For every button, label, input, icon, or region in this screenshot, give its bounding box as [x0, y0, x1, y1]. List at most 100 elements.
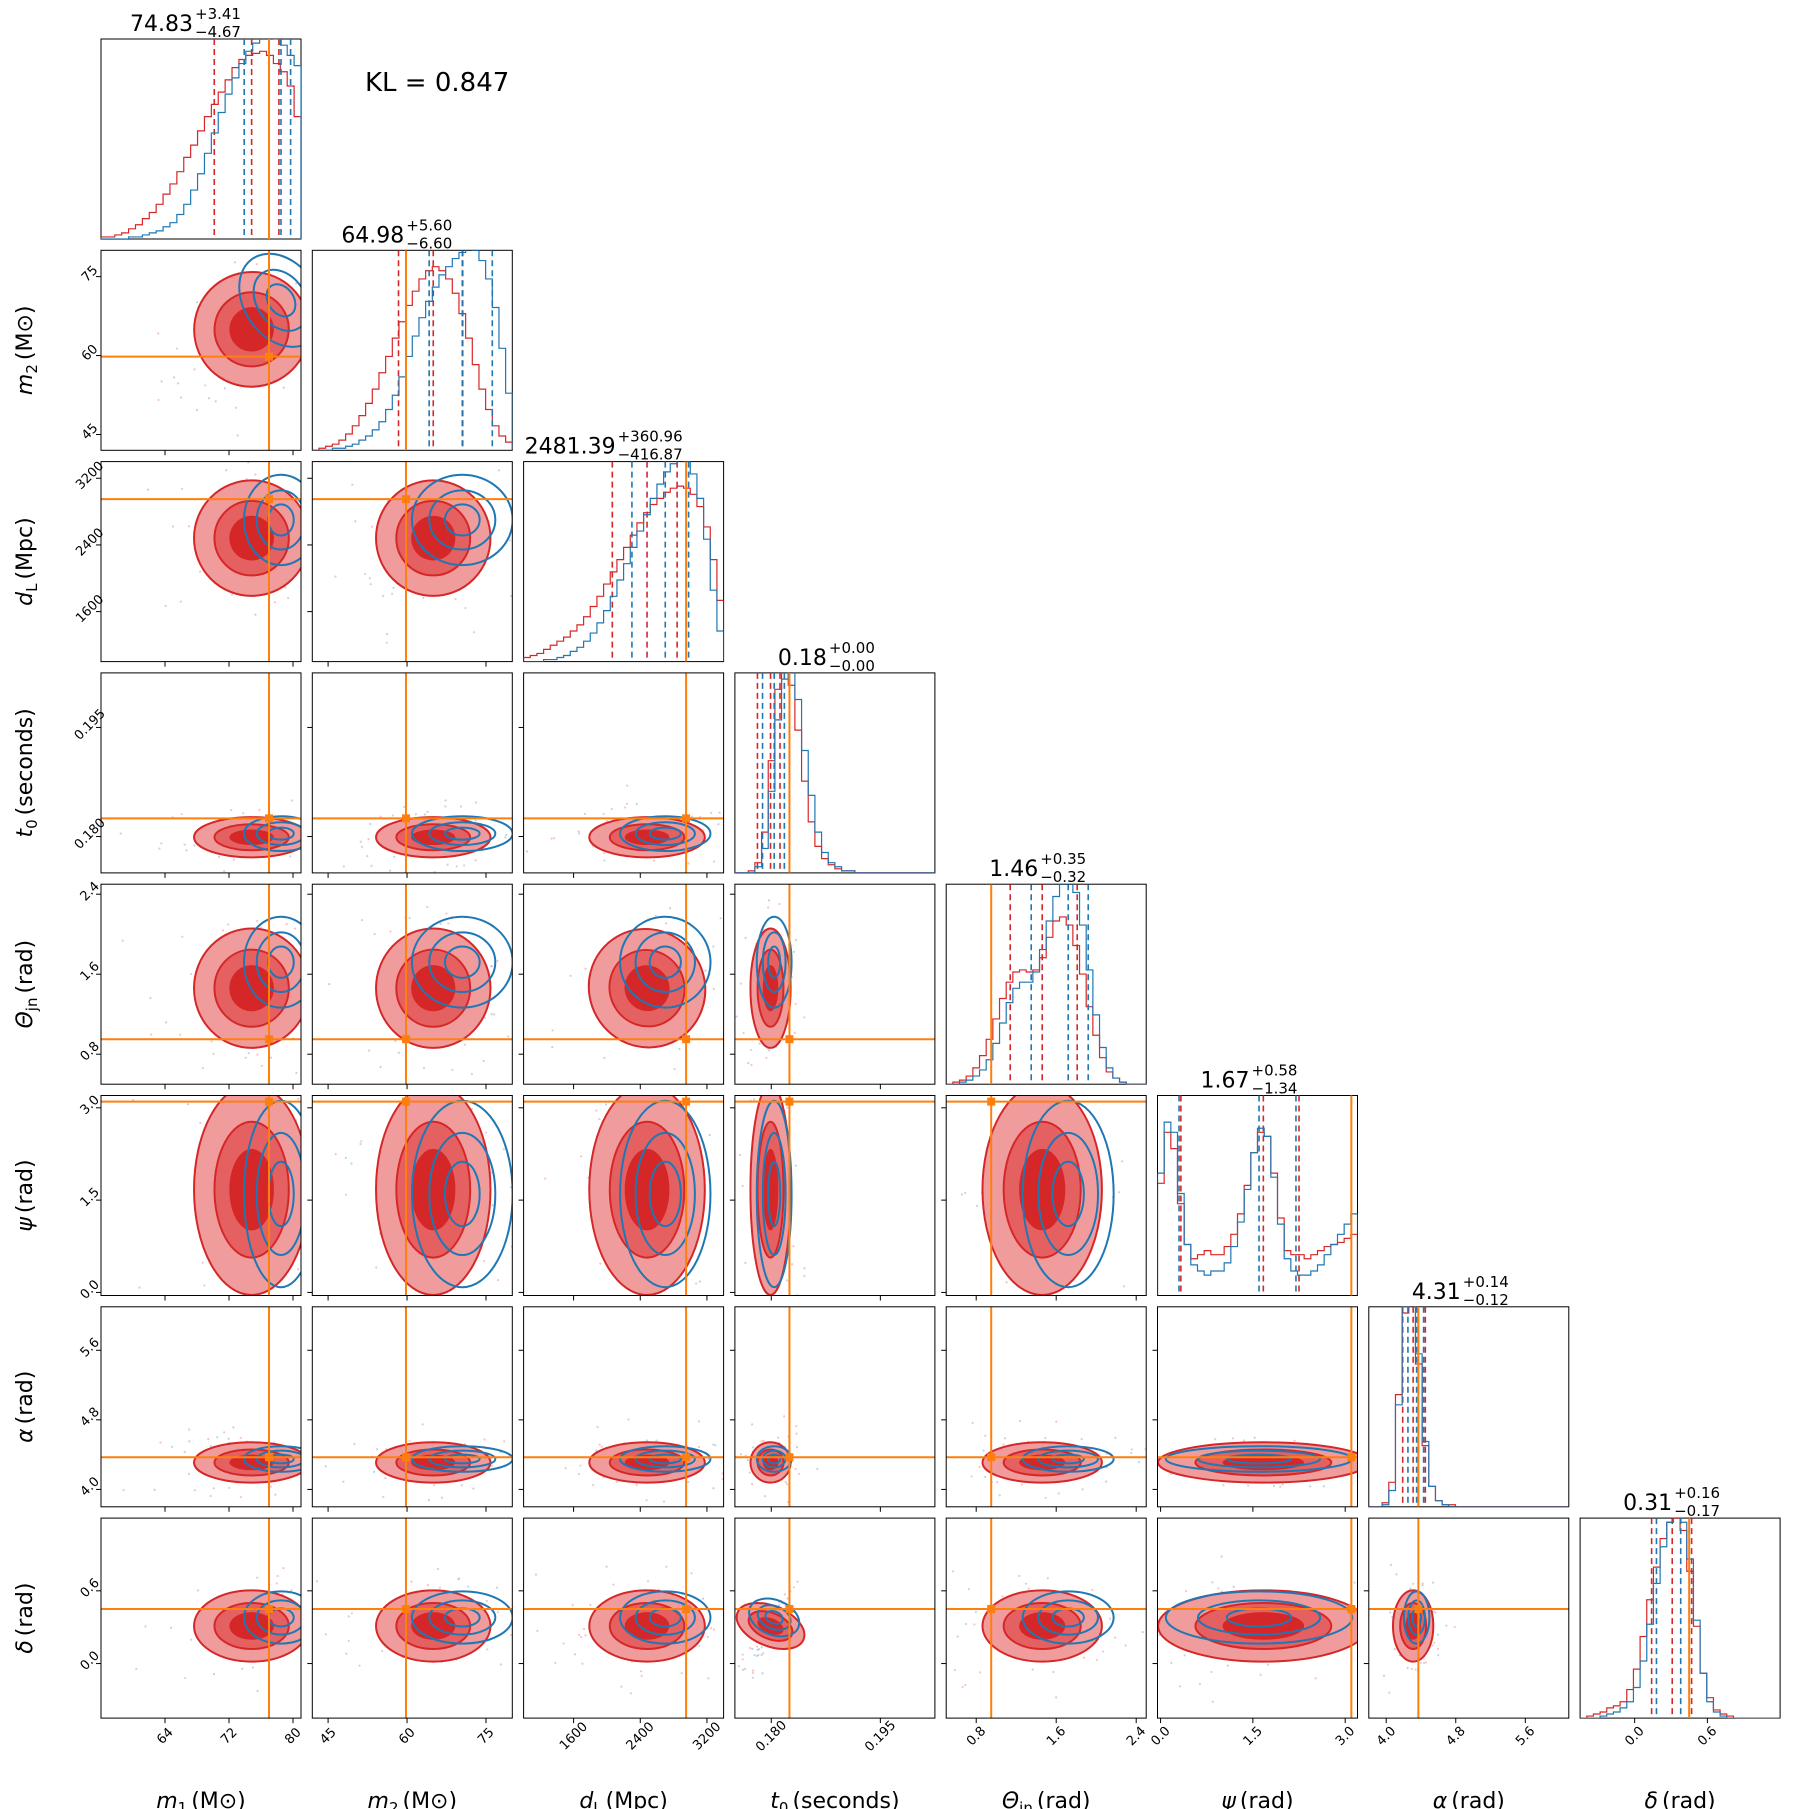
scatter-point — [164, 604, 167, 608]
scatter-point — [687, 1480, 690, 1484]
scatter-point — [360, 1140, 363, 1143]
scatter-point — [388, 869, 392, 872]
contour-series-b-level-1 — [255, 1131, 301, 1257]
scatter-point — [346, 1595, 348, 1597]
histogram-title-psi: 1.67 +0.58−1.34 — [1201, 1062, 1298, 1098]
x-axis-label-delta: δ (rad) — [1645, 1789, 1716, 1809]
x-tick-label: 75 — [475, 1725, 497, 1747]
title-median: 2481.39 — [525, 435, 616, 460]
scatter-point — [616, 1480, 619, 1483]
scatter-point — [726, 1459, 728, 1461]
scatter-point — [759, 1363, 761, 1365]
scatter-point — [181, 935, 184, 938]
scatter-point — [624, 806, 627, 809]
y-tick-label: 1.6 — [78, 959, 103, 984]
y-axis-label-alpha: α (rad) — [13, 1371, 38, 1443]
y-tick-label: 2400 — [73, 525, 107, 559]
scatter-point — [382, 1495, 385, 1498]
scatter-point — [188, 1440, 191, 1443]
scatter-point — [784, 1480, 787, 1484]
contour-series-b-level-0 — [243, 915, 301, 1009]
contour-series-b-level-2 — [767, 945, 782, 979]
scatter-point — [332, 1474, 334, 1476]
scatter-point — [426, 810, 429, 813]
scatter-point — [426, 906, 429, 909]
scatter-point — [436, 1567, 439, 1571]
scatter-point — [598, 1118, 601, 1121]
scatter-point — [707, 1677, 710, 1680]
contour-series-b-level-2 — [265, 283, 297, 318]
panel-frame — [100, 1517, 302, 1719]
scatter-point — [172, 376, 176, 379]
scatter-point — [273, 601, 276, 604]
scatter-point — [1211, 1700, 1214, 1703]
scatter-point — [323, 1040, 325, 1042]
histogram-content — [946, 884, 1147, 1085]
panel-frame — [311, 1095, 513, 1296]
title-plus: +3.41 — [195, 5, 241, 23]
scatter-point — [159, 1441, 162, 1444]
scatter-point — [602, 1055, 604, 1057]
scatter-point — [179, 600, 182, 603]
scatter-point — [629, 1692, 633, 1695]
scatter-point — [468, 1315, 470, 1317]
scatter-point — [468, 432, 470, 434]
scatter-point — [481, 1339, 483, 1341]
scatter-point — [746, 1459, 750, 1462]
scatter-point — [485, 1599, 488, 1603]
scatter-point — [750, 1483, 754, 1486]
scatter-point — [274, 1493, 277, 1496]
truth-marker — [401, 495, 410, 504]
pair-content — [734, 1518, 935, 1719]
scatter-point — [776, 1072, 778, 1074]
scatter-point — [214, 1044, 216, 1046]
scatter-point — [334, 1153, 337, 1156]
scatter-point — [214, 400, 217, 403]
scatter-point — [1115, 1443, 1117, 1445]
scatter-point — [1220, 1555, 1223, 1558]
scatter-point — [319, 470, 321, 472]
label-symbol: t — [770, 1789, 780, 1809]
scatter-point — [766, 1315, 768, 1317]
scatter-point — [343, 809, 345, 811]
scatter-point — [472, 631, 475, 634]
title-plus: +0.14 — [1463, 1273, 1509, 1291]
truth-marker — [785, 1097, 794, 1106]
scatter-point — [342, 865, 346, 868]
scatter-point — [368, 577, 371, 580]
pair-content — [312, 1306, 513, 1507]
scatter-point — [369, 1478, 371, 1480]
pair-content — [312, 1021, 513, 1341]
scatter-point — [973, 1623, 976, 1626]
x-tick-label: 3200 — [690, 1719, 724, 1753]
scatter-point — [371, 525, 374, 528]
scatter-point — [331, 1468, 333, 1470]
scatter-point — [1453, 1625, 1456, 1629]
scatter-point — [422, 1066, 426, 1070]
truth-marker — [265, 814, 273, 823]
scatter-point — [496, 959, 499, 963]
scatter-point — [687, 862, 690, 865]
scatter-point — [377, 1309, 379, 1311]
scatter-point — [255, 263, 258, 266]
scatter-point — [421, 1423, 424, 1426]
scatter-point — [1039, 1064, 1041, 1066]
contour-series-b-level-2 — [764, 1609, 784, 1626]
x-tick-label: 80 — [282, 1725, 304, 1747]
scatter-point — [209, 1444, 212, 1448]
histogram-series-b — [946, 884, 1147, 1085]
scatter-point — [795, 1446, 799, 1449]
scatter-point — [1386, 1469, 1388, 1471]
scatter-point — [358, 1664, 361, 1667]
scatter-point — [1409, 1587, 1412, 1590]
scatter-point — [444, 805, 447, 808]
scatter-point — [600, 1445, 603, 1448]
scatter-point — [495, 1021, 497, 1023]
scatter-point — [771, 1343, 773, 1345]
scatter-point — [777, 1436, 780, 1439]
scatter-point — [775, 1331, 777, 1333]
pair-panel-theta_jn-psi — [941, 1064, 1147, 1301]
scatter-point — [635, 802, 638, 806]
truth-marker — [785, 1453, 794, 1462]
scatter-point — [783, 1593, 787, 1596]
